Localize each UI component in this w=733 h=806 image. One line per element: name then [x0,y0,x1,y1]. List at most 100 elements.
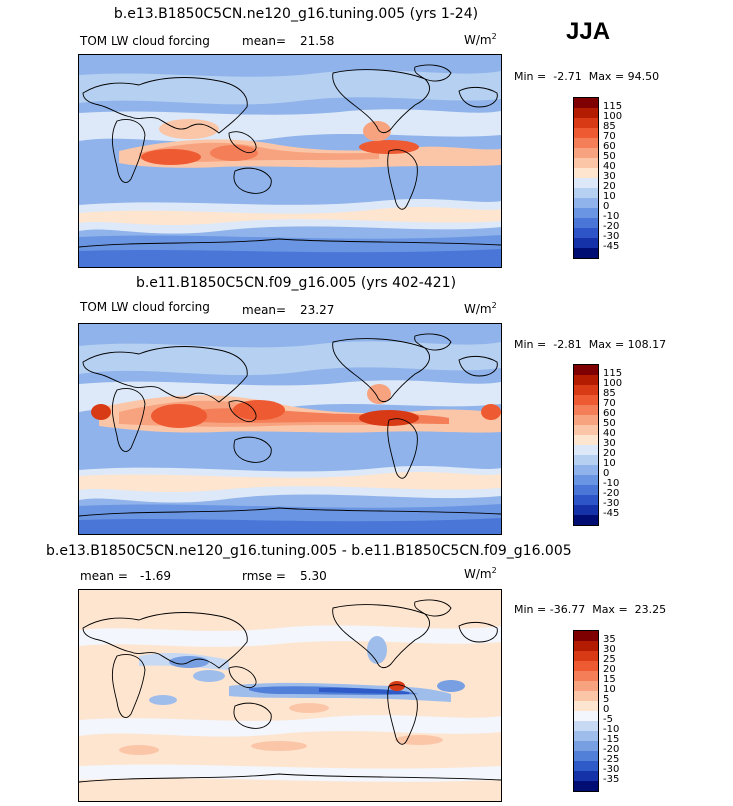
colorbar-tick-label: -30 [603,231,620,242]
panel2-variable-label: TOM LW cloud forcing [80,300,210,314]
colorbar-segment [574,495,598,505]
colorbar-segment [574,395,598,405]
panel3-colorbar [573,630,599,792]
colorbar-tick-label: 85 [603,121,616,132]
colorbar-segment [574,455,598,465]
colorbar-tick-label: 0 [603,468,610,479]
panel1-map [78,54,502,268]
colorbar-tick-label: 30 [603,644,616,655]
colorbar-segment [574,415,598,425]
colorbar-tick-label: -20 [603,221,620,232]
colorbar-segment [574,751,598,761]
panel2-mean-value: 23.27 [300,303,335,317]
colorbar-segment [574,405,598,415]
colorbar-tick-label: -20 [603,488,620,499]
colorbar-tick-label: 40 [603,161,616,172]
colorbar-segment [574,198,598,208]
colorbar-tick-label: 40 [603,428,616,439]
panel2-map [78,323,502,535]
colorbar-tick-label: 10 [603,684,616,695]
colorbar-segment [574,671,598,681]
colorbar-tick-label: 70 [603,131,616,142]
colorbar-segment [574,651,598,661]
panel2-minmax: Min = -2.81 Max = 108.17 [514,338,667,351]
colorbar-segment [574,425,598,435]
colorbar-segment [574,148,598,158]
panel2-map-svg [79,324,501,534]
colorbar-segment [574,168,598,178]
colorbar-segment [574,375,598,385]
colorbar-segment [574,118,598,128]
colorbar-segment [574,475,598,485]
colorbar-tick-label: 30 [603,171,616,182]
colorbar-segment [574,445,598,455]
panel3-title: b.e13.B1850C5CN.ne120_g16.tuning.005 - b… [46,543,572,559]
colorbar-segment [574,701,598,711]
panel1-units: W/m2 [464,32,497,47]
panel3-rmse-label: rmse = [242,569,286,583]
colorbar-segment [574,218,598,228]
colorbar-segment [574,365,598,375]
colorbar-segment [574,731,598,741]
panel2-mean-label: mean= [242,303,287,317]
colorbar-segment [574,741,598,751]
colorbar-segment [574,108,598,118]
colorbar-segment [574,485,598,495]
colorbar-segment [574,158,598,168]
colorbar-tick-label: -30 [603,764,620,775]
colorbar-tick-label: 60 [603,141,616,152]
colorbar-tick-label: 5 [603,694,610,705]
colorbar-tick-label: -10 [603,211,620,222]
colorbar-tick-label: -10 [603,478,620,489]
colorbar-segment [574,238,598,248]
colorbar-tick-label: -35 [603,774,620,785]
colorbar-segment [574,761,598,771]
colorbar-tick-label: -30 [603,498,620,509]
colorbar-tick-label: -45 [603,241,620,252]
colorbar-tick-label: 100 [603,111,623,122]
panel3-map-svg [79,590,501,801]
colorbar-segment [574,515,598,525]
colorbar-segment [574,248,598,258]
panel3-rmse-value: 5.30 [300,569,327,583]
panel1-map-svg [79,55,501,267]
colorbar-tick-label: 35 [603,634,616,645]
colorbar-tick-label: 70 [603,398,616,409]
colorbar-tick-label: -20 [603,744,620,755]
colorbar-tick-label: 20 [603,664,616,675]
panel3-units: W/m2 [464,566,497,581]
panel3-map [78,589,502,802]
colorbar-tick-label: 0 [603,704,610,715]
colorbar-tick-label: 50 [603,151,616,162]
panel1-title: b.e13.B1850C5CN.ne120_g16.tuning.005 (yr… [113,6,479,22]
colorbar-segment [574,771,598,781]
colorbar-segment [574,781,598,791]
colorbar-segment [574,385,598,395]
panel1-minmax: Min = -2.71 Max = 94.50 [514,70,660,83]
colorbar-tick-label: -15 [603,734,620,745]
panel1-mean-label: mean= [242,34,287,48]
colorbar-segment [574,188,598,198]
colorbar-tick-label: 10 [603,458,616,469]
colorbar-segment [574,98,598,108]
colorbar-tick-label: 100 [603,378,623,389]
colorbar-segment [574,691,598,701]
colorbar-tick-label: 115 [603,368,623,379]
colorbar-tick-label: -5 [603,714,613,725]
colorbar-tick-label: 25 [603,654,616,665]
colorbar-tick-label: 0 [603,201,610,212]
panel1-variable-label: TOM LW cloud forcing [80,34,210,48]
colorbar-tick-label: 60 [603,408,616,419]
colorbar-tick-label: -45 [603,508,620,519]
colorbar-segment [574,465,598,475]
colorbar-segment [574,178,598,188]
colorbar-segment [574,138,598,148]
colorbar-segment [574,661,598,671]
colorbar-tick-label: 85 [603,388,616,399]
panel2-units: W/m2 [464,301,497,316]
colorbar-tick-label: 50 [603,418,616,429]
colorbar-segment [574,505,598,515]
panel3-mean-value: -1.69 [140,569,172,583]
panel1-mean-value: 21.58 [300,34,335,48]
colorbar-segment [574,631,598,641]
